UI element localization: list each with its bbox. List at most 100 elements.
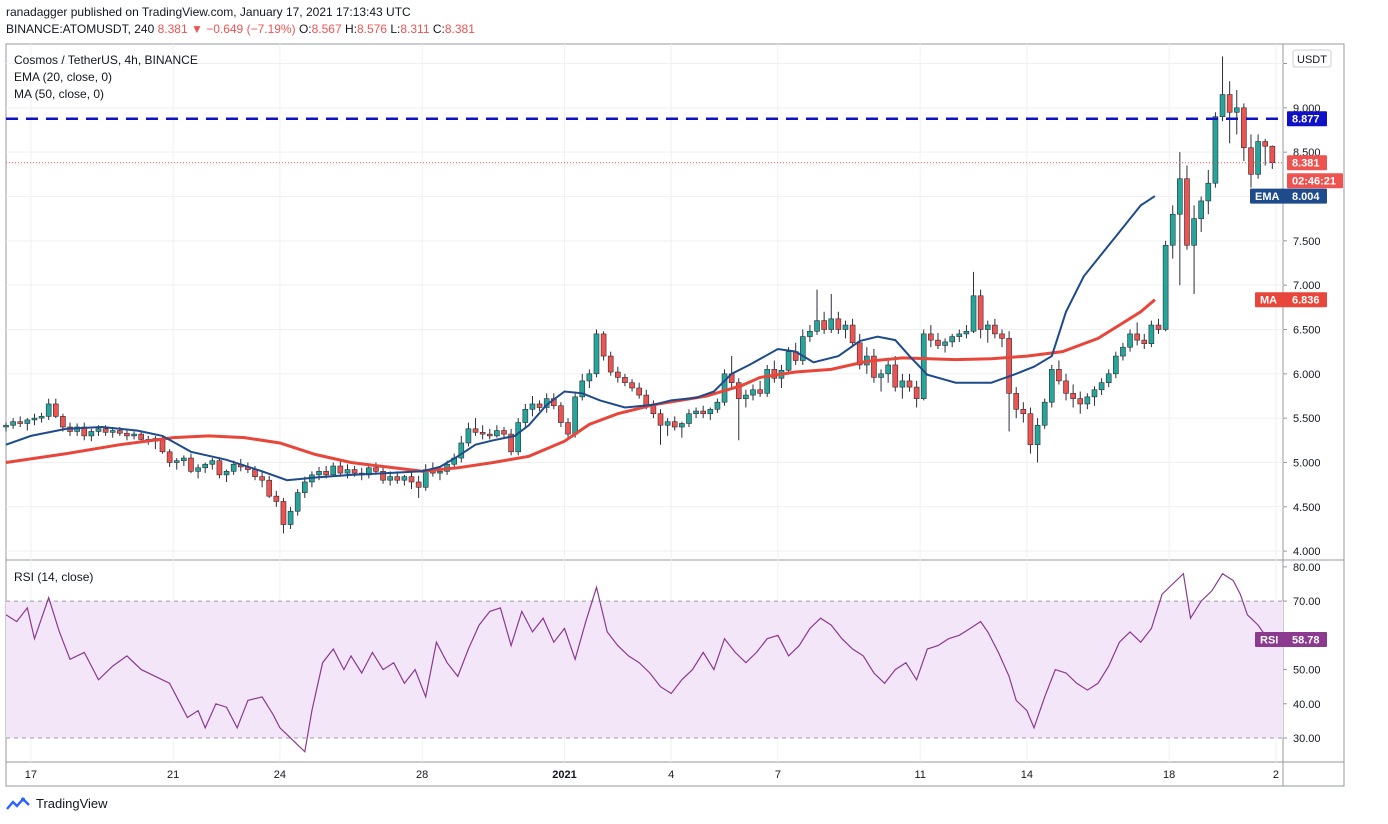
rsi-line — [5, 572, 1273, 753]
candle-body — [707, 408, 714, 415]
time-tick-label: 14 — [1021, 769, 1033, 781]
candle-body — [24, 419, 31, 424]
time-tick-label: 28 — [416, 769, 428, 781]
candle-body — [387, 476, 393, 481]
candle-body — [984, 324, 991, 330]
candle-body — [209, 460, 216, 465]
candle-body — [1120, 346, 1126, 357]
open-label: O: — [298, 22, 312, 36]
candle-body — [17, 421, 24, 424]
candle-body — [1105, 373, 1112, 383]
time-tick-label: 7 — [775, 769, 781, 781]
candle-body — [479, 432, 486, 435]
candle-body — [131, 433, 137, 437]
candle-body — [593, 333, 600, 375]
candle-body — [799, 336, 806, 361]
candle-body — [956, 333, 963, 337]
ma-label-box — [1255, 292, 1327, 308]
countdown-box — [1287, 173, 1343, 189]
candle-body — [849, 324, 856, 344]
candle-body — [230, 463, 237, 472]
candle-body — [60, 416, 66, 428]
candle-body — [1205, 182, 1212, 202]
price-tick-label: 4.500 — [1293, 502, 1321, 514]
close-label: C: — [432, 22, 445, 36]
candle-body — [1134, 333, 1140, 341]
candle-body — [494, 430, 500, 437]
candle-body — [1056, 369, 1062, 382]
candle-body — [878, 373, 884, 378]
countdown-label: 02:46:21 — [1292, 176, 1336, 188]
candle-body — [102, 428, 109, 433]
candle-body — [999, 333, 1005, 339]
candle-body — [920, 333, 927, 399]
candle-body — [757, 389, 763, 394]
candle-body — [95, 428, 102, 432]
time-tick-label: 2 — [1273, 769, 1279, 781]
candle-body — [294, 492, 301, 512]
candle-body — [686, 413, 692, 424]
low-label: L: — [390, 22, 401, 36]
ema-label-name: EMA — [1255, 191, 1280, 203]
candle-body — [643, 394, 650, 406]
rsi-levels — [6, 600, 1283, 739]
candle-body — [316, 471, 322, 476]
rsi-label-name: RSI — [1260, 634, 1278, 646]
candle-body — [750, 389, 756, 396]
close-value: 8.381 — [444, 22, 475, 36]
candle-body — [1269, 145, 1276, 164]
candle-body — [195, 467, 201, 472]
candle-body — [1084, 396, 1091, 405]
candle-body — [458, 442, 465, 459]
candle-body — [1198, 200, 1204, 219]
candle-body — [892, 364, 899, 388]
candle-body — [721, 373, 728, 403]
candle-body — [465, 428, 472, 444]
candle-body — [166, 451, 173, 463]
chart-title: Cosmos / TetherUS, 4h, BINANCE — [14, 53, 198, 67]
candle-body — [913, 386, 920, 399]
open-value: 8.567 — [311, 22, 342, 36]
tradingview-logo-icon[interactable] — [6, 796, 30, 811]
candle-body — [10, 421, 16, 426]
candle-body — [1141, 339, 1148, 344]
low-value: 8.311 — [400, 22, 430, 36]
rsi-tick-label: 70.00 — [1293, 596, 1321, 608]
candle-body — [629, 382, 635, 389]
last-price-header: 8.381 — [157, 22, 188, 36]
brand-name[interactable]: TradingView — [36, 796, 108, 811]
rsi-band — [6, 601, 1283, 739]
time-axis-ticks: 17 21 24 28 2021 4 7 11 14 18 2 — [25, 769, 1279, 781]
candle-body — [1098, 382, 1105, 391]
rsi-label-value: 58.78 — [1292, 634, 1320, 646]
candle-body — [828, 318, 835, 330]
candle-body — [138, 433, 144, 440]
candle-body — [977, 295, 984, 330]
candle-body — [1169, 213, 1176, 246]
candle-body — [117, 430, 123, 434]
ma-label-value: 6.836 — [1292, 295, 1320, 307]
candle-body — [622, 377, 628, 383]
candle-body — [842, 324, 849, 330]
rsi-legend: RSI (14, close) — [14, 570, 93, 584]
candle-body — [415, 481, 422, 488]
candle-body — [1262, 141, 1269, 147]
candle-body — [1127, 333, 1133, 348]
candle-body — [1013, 393, 1020, 410]
candle-body — [223, 471, 230, 476]
resistance-label: 8.877 — [1292, 114, 1320, 126]
candle-body — [942, 341, 948, 346]
candle-body — [1148, 324, 1155, 344]
price-tick-label: 5.000 — [1293, 457, 1321, 469]
candle-body — [52, 403, 59, 417]
candle-body — [714, 401, 721, 410]
candle-body — [408, 476, 415, 483]
candle-body — [693, 410, 699, 415]
candle-body — [935, 339, 941, 346]
price-tick-label: 7.500 — [1293, 236, 1321, 248]
candle-body — [1091, 389, 1098, 398]
candle-body — [679, 423, 685, 428]
candle-body — [1070, 393, 1076, 399]
candle-body — [579, 380, 586, 398]
